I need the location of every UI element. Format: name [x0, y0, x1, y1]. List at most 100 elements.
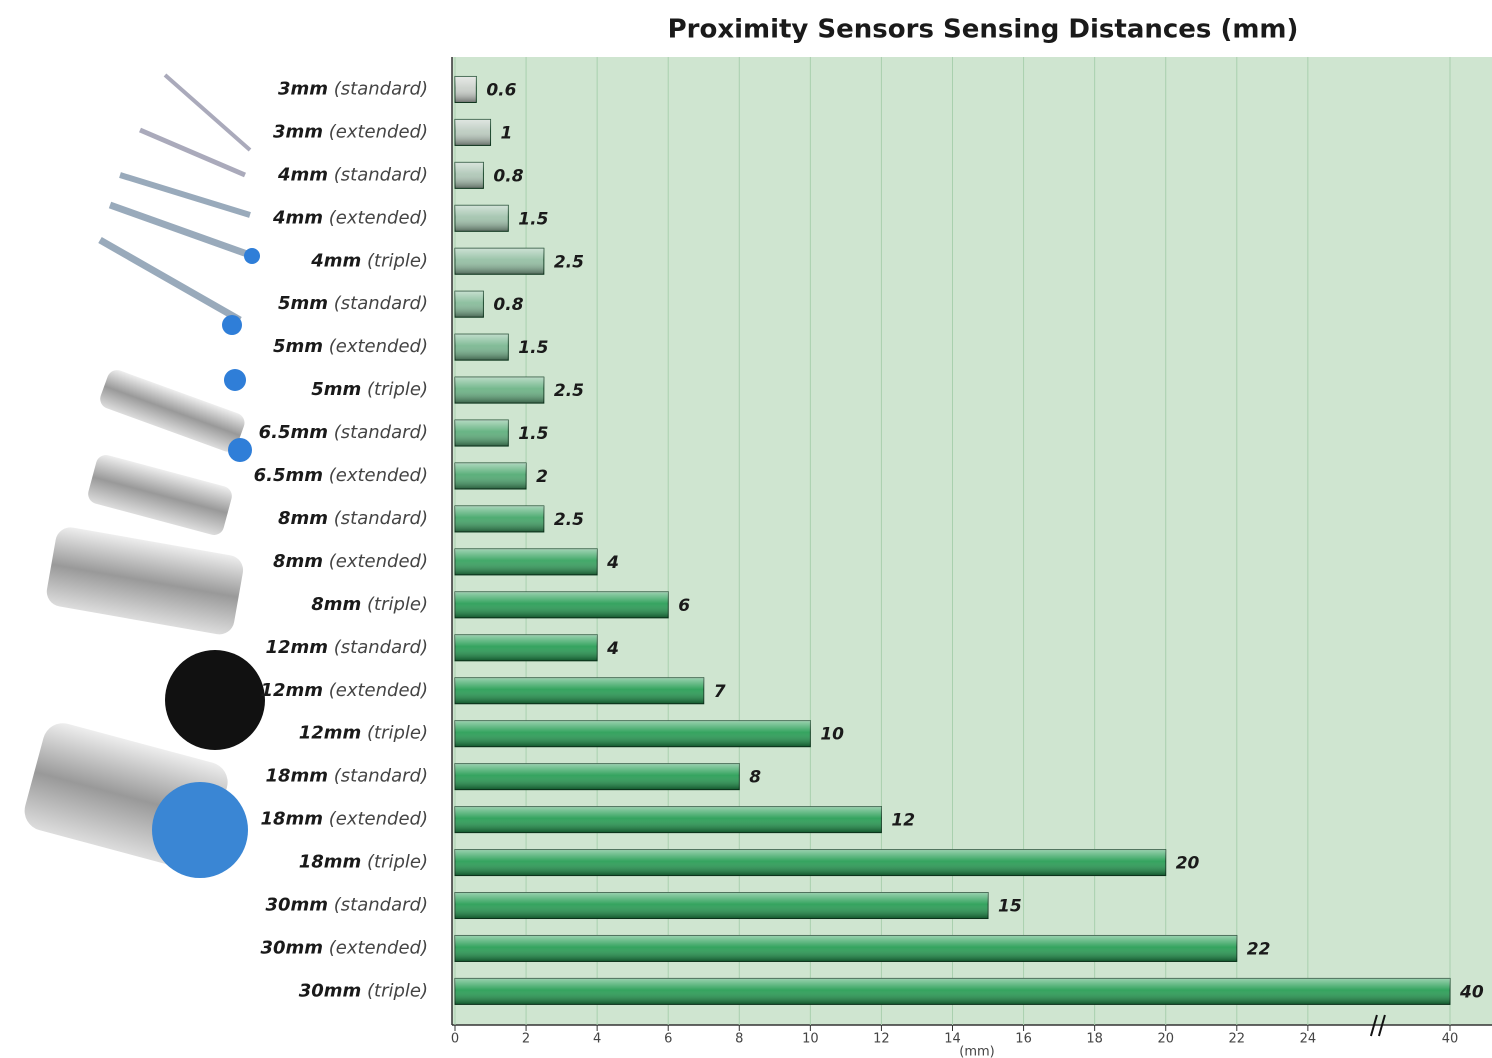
bar-shine [455, 291, 484, 318]
bar-group [454, 892, 989, 920]
value-label: 1.5 [518, 424, 548, 444]
bar-group [454, 677, 705, 705]
axis-break [1377, 1014, 1386, 1037]
value-label: 12 [891, 811, 915, 831]
sensor-illustrations [24, 73, 265, 878]
bar-group [454, 634, 598, 662]
y-tick-label: 3mm (standard) [278, 78, 428, 99]
y-tick-label: 5mm (triple) [311, 379, 428, 400]
bar-shine [455, 505, 544, 532]
y-tick-label: 8mm (triple) [311, 594, 428, 615]
bar-shine [455, 849, 1166, 876]
bar-group [454, 720, 811, 748]
y-tick-label: 4mm (extended) [272, 207, 428, 228]
x-tick-label: 22 [1229, 1032, 1246, 1047]
y-tick-label: 18mm (extended) [260, 809, 428, 830]
y-tick-label: 30mm (triple) [299, 980, 428, 1001]
bar-shine [455, 334, 509, 361]
bar-shine [455, 978, 1450, 1005]
y-tick-label: 6.5mm (extended) [254, 465, 428, 486]
y-tick-label: 4mm (triple) [310, 250, 428, 271]
bar-shine [455, 720, 811, 747]
bar-group [454, 806, 882, 834]
bar-shine [455, 677, 704, 704]
bar-group [454, 849, 1167, 877]
value-label: 2.5 [554, 510, 584, 530]
bar-shine [455, 377, 544, 404]
y-tick-label: 8mm (extended) [273, 551, 428, 572]
value-label: 4 [606, 639, 619, 659]
bar-shine [455, 420, 509, 447]
x-tick-label: 20 [1157, 1032, 1174, 1047]
bar-group [454, 977, 1451, 1005]
value-label: 4 [606, 553, 619, 573]
bar-shine [455, 205, 509, 232]
y-tick-label: 12mm (triple) [299, 723, 428, 744]
x-tick-label: 4 [593, 1032, 601, 1047]
bar-group [454, 763, 740, 791]
bar-group [454, 462, 527, 490]
plot-background [452, 57, 1492, 1025]
value-label: 22 [1247, 939, 1271, 959]
bar-group [454, 548, 598, 576]
y-tick-label: 5mm (extended) [273, 336, 428, 357]
bar-shine [455, 119, 491, 146]
y-tick-label: 8mm (standard) [278, 508, 428, 529]
value-label: 0.8 [493, 295, 523, 315]
value-label: 0.6 [486, 80, 516, 100]
bar-group [454, 118, 492, 146]
x-tick-label: 16 [1015, 1032, 1032, 1047]
y-tick-label: 6.5mm (standard) [259, 422, 428, 443]
y-tick-label: 30mm (standard) [266, 895, 429, 916]
bar-group [454, 934, 1238, 962]
axis-break [1369, 1014, 1378, 1037]
y-tick-label: 18mm (standard) [266, 766, 429, 787]
value-label: 7 [714, 682, 726, 702]
bar-shine [455, 634, 598, 661]
y-tick-label: 4mm (standard) [277, 164, 428, 185]
value-label: 1.5 [518, 209, 548, 229]
value-label: 8 [749, 768, 761, 788]
bar-shine [455, 248, 544, 275]
value-label: 2 [536, 467, 548, 487]
bar-shine [455, 806, 882, 833]
x-axis-label: (mm) [959, 1045, 994, 1058]
bar-shine [455, 463, 527, 490]
x-tick-label: 40 [1442, 1032, 1459, 1047]
bar-shine [455, 76, 477, 103]
x-tick-label: 18 [1086, 1032, 1103, 1047]
bar-shine [455, 935, 1237, 962]
bar-shine [455, 763, 740, 790]
bar-group [454, 376, 545, 404]
value-label: 0.8 [493, 166, 523, 186]
value-label: 2.5 [554, 381, 584, 401]
y-tick-label: 3mm (extended) [273, 121, 428, 142]
x-tick-label: 6 [664, 1032, 672, 1047]
bar-shine [455, 591, 669, 618]
y-tick-label: 12mm (extended) [260, 680, 428, 701]
x-tick-label: 2 [522, 1032, 530, 1047]
value-label: 20 [1176, 854, 1200, 874]
y-tick-label: 12mm (standard) [266, 637, 429, 658]
bar-group [454, 591, 669, 619]
x-tick-label: 14 [944, 1032, 961, 1047]
bar-group [454, 161, 484, 189]
bar-shine [455, 162, 484, 189]
x-tick-label: 10 [802, 1032, 819, 1047]
x-tick-label: 0 [451, 1032, 459, 1047]
value-label: 15 [998, 897, 1022, 917]
value-label: 10 [820, 725, 844, 745]
bar-group [454, 333, 509, 361]
bar-group [454, 419, 509, 447]
bar-group [454, 247, 545, 275]
bar-shine [455, 892, 989, 919]
x-tick-label: 8 [735, 1032, 743, 1047]
bar-shine [455, 548, 598, 575]
value-label: 40 [1459, 982, 1484, 1002]
value-label: 6 [678, 596, 690, 616]
bar-group [454, 505, 545, 533]
value-label: 2.5 [554, 252, 584, 272]
bar-group [454, 204, 509, 232]
bar-group [454, 75, 477, 103]
